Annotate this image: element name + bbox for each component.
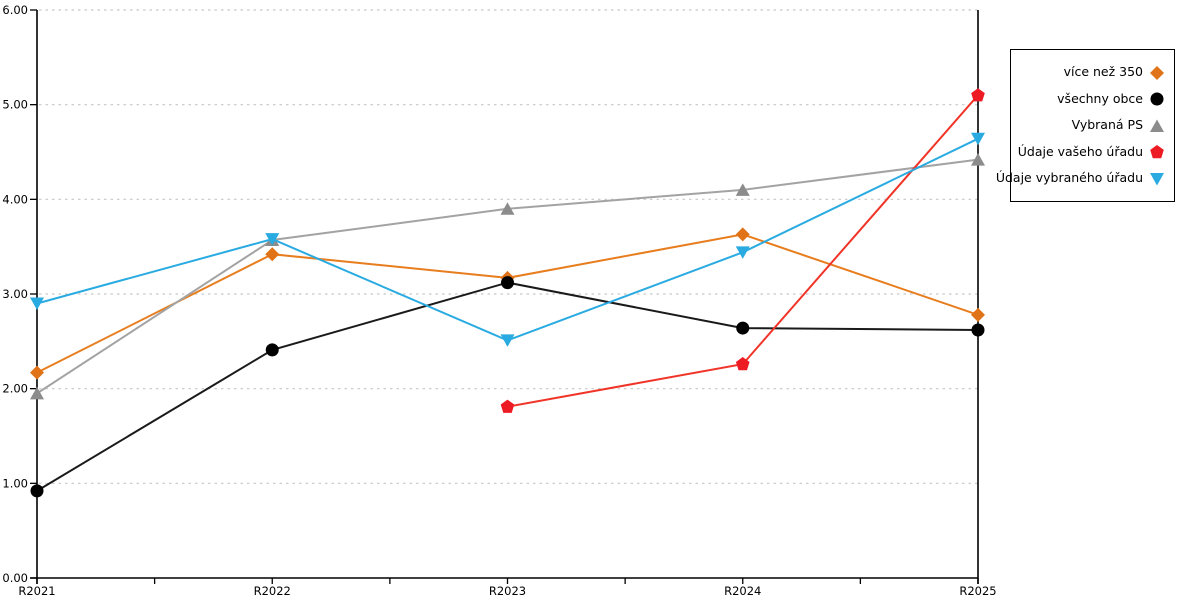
data-point-marker bbox=[735, 183, 750, 196]
data-point-marker bbox=[500, 334, 515, 347]
legend-item: všechny obce bbox=[1017, 91, 1165, 107]
y-tick-label: 0.00 bbox=[2, 571, 28, 585]
y-tick-label: 5.00 bbox=[2, 98, 28, 112]
data-point-marker bbox=[500, 399, 515, 413]
legend-marker-pentagon-icon bbox=[1150, 145, 1164, 159]
chart-legend: více než 350 všechny obce Vybraná PS Úda… bbox=[996, 49, 1175, 202]
y-tick-label: 4.00 bbox=[2, 192, 28, 206]
data-point-marker bbox=[971, 132, 985, 146]
legend-marker-circle-icon bbox=[1150, 92, 1164, 106]
data-point-marker bbox=[971, 323, 985, 337]
x-tick-label: R2021 bbox=[18, 584, 55, 598]
series-line bbox=[36, 137, 979, 342]
legend-item-label: Vybraná PS bbox=[1071, 117, 1143, 133]
data-point-marker bbox=[735, 246, 750, 259]
legend-item-label: Údaje vašeho úřadu bbox=[1017, 143, 1143, 159]
data-point-marker bbox=[30, 365, 44, 380]
data-point-marker bbox=[30, 297, 44, 310]
y-tick-label: 6.00 bbox=[2, 3, 28, 17]
x-tick-label: R2025 bbox=[959, 584, 996, 598]
data-point-marker bbox=[501, 276, 514, 290]
data-point-marker bbox=[265, 233, 280, 246]
data-point-marker bbox=[30, 484, 44, 498]
x-axis-ticks: R2021 R2022 R2023 R2024 R2025 bbox=[18, 578, 997, 598]
data-point-marker bbox=[971, 153, 985, 166]
x-tick-label: R2022 bbox=[254, 584, 291, 598]
data-point-marker bbox=[736, 321, 750, 335]
data-point-marker bbox=[971, 88, 985, 102]
y-axis-ticks: 0.00 1.00 2.00 3.00 4.00 5.00 6.00 bbox=[2, 3, 37, 585]
y-tick-label: 1.00 bbox=[2, 476, 28, 490]
x-tick-label: R2024 bbox=[724, 584, 761, 598]
legend-item: Údaje vašeho úřadu bbox=[1017, 144, 1165, 160]
y-tick-label: 3.00 bbox=[2, 287, 28, 301]
data-point-marker bbox=[1150, 172, 1164, 185]
legend-marker-triangle-up-icon bbox=[1150, 119, 1164, 132]
legend-item-label: více než 350 bbox=[1063, 64, 1143, 80]
data-point-marker bbox=[30, 386, 44, 400]
series-line bbox=[36, 281, 979, 492]
data-point-marker bbox=[735, 227, 750, 242]
data-point-marker bbox=[1150, 92, 1164, 106]
data-point-marker bbox=[265, 343, 279, 357]
gridlines bbox=[39, 9, 978, 484]
data-point-marker bbox=[265, 247, 280, 262]
data-point-marker bbox=[1150, 65, 1164, 80]
legend-item: Údaje vybraného úřadu bbox=[996, 171, 1165, 187]
legend-item-label: všechny obce bbox=[1057, 90, 1143, 106]
series-4 bbox=[500, 88, 985, 413]
legend-marker-diamond-icon bbox=[1150, 65, 1164, 80]
legend-item: více než 350 bbox=[1017, 65, 1165, 81]
axes bbox=[30, 10, 979, 584]
data-point-marker bbox=[1150, 145, 1164, 159]
data-point-marker bbox=[1150, 119, 1164, 132]
series-2 bbox=[30, 276, 985, 498]
data-point-marker bbox=[500, 202, 515, 215]
data-point-marker bbox=[971, 307, 985, 322]
series-3 bbox=[30, 153, 985, 400]
x-tick-label: R2023 bbox=[489, 584, 526, 598]
y-tick-label: 2.00 bbox=[2, 382, 28, 396]
legend-item-label: Údaje vybraného úřadu bbox=[995, 170, 1143, 186]
series-5 bbox=[30, 132, 985, 347]
legend-item: Vybraná PS bbox=[1017, 118, 1165, 134]
data-point-marker bbox=[735, 357, 750, 371]
legend-marker-triangle-down-icon bbox=[1150, 172, 1164, 185]
